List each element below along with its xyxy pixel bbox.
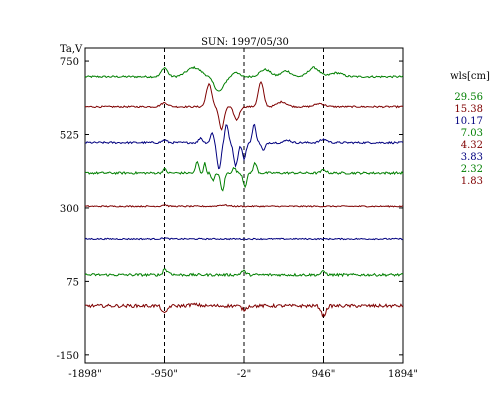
legend-item-7: 1.83 [461, 176, 483, 187]
x-tick-label-4: 1894" [388, 369, 418, 380]
x-tick-label-0: -1898" [68, 369, 101, 380]
legend-item-2: 10.17 [454, 116, 483, 127]
y-tick-label-1: 525 [60, 131, 79, 142]
legend-item-6: 2.32 [461, 164, 483, 175]
chart-title: SUN: 1997/05/30 [201, 37, 289, 48]
legend-title: wls[cm] [450, 71, 490, 82]
x-tick-label-1: -950" [151, 369, 178, 380]
legend-item-3: 7.03 [461, 128, 483, 139]
series-line-5 [84, 237, 404, 241]
x-tick-label-3: 946" [312, 369, 336, 380]
x-axis-ticks: -1898" -950" -2" 946" 1894" [68, 48, 418, 380]
y-axis-label: Ta,V [60, 44, 83, 55]
series-line-1 [84, 81, 404, 131]
y-tick-label-4: -150 [57, 351, 79, 362]
y-tick-label-2: 300 [60, 204, 79, 215]
y-axis-ticks: 750 525 300 75 -150 [57, 57, 403, 362]
series-line-6 [84, 268, 404, 278]
series-layer [84, 65, 404, 318]
legend-item-5: 3.83 [461, 152, 483, 163]
legend-item-4: 4.32 [461, 140, 483, 151]
series-line-4 [84, 204, 404, 208]
series-line-2 [84, 123, 404, 170]
legend-item-0: 29.56 [454, 92, 483, 103]
series-line-7 [84, 302, 404, 318]
series-line-3 [84, 160, 404, 192]
legend-item-1: 15.38 [454, 104, 483, 115]
legend: wls[cm] 29.5615.3810.177.034.323.832.321… [450, 71, 490, 187]
x-tick-label-2: -2" [237, 369, 251, 380]
y-tick-label-3: 75 [66, 277, 79, 288]
series-line-0 [84, 65, 404, 92]
y-tick-label-0: 750 [60, 57, 79, 68]
